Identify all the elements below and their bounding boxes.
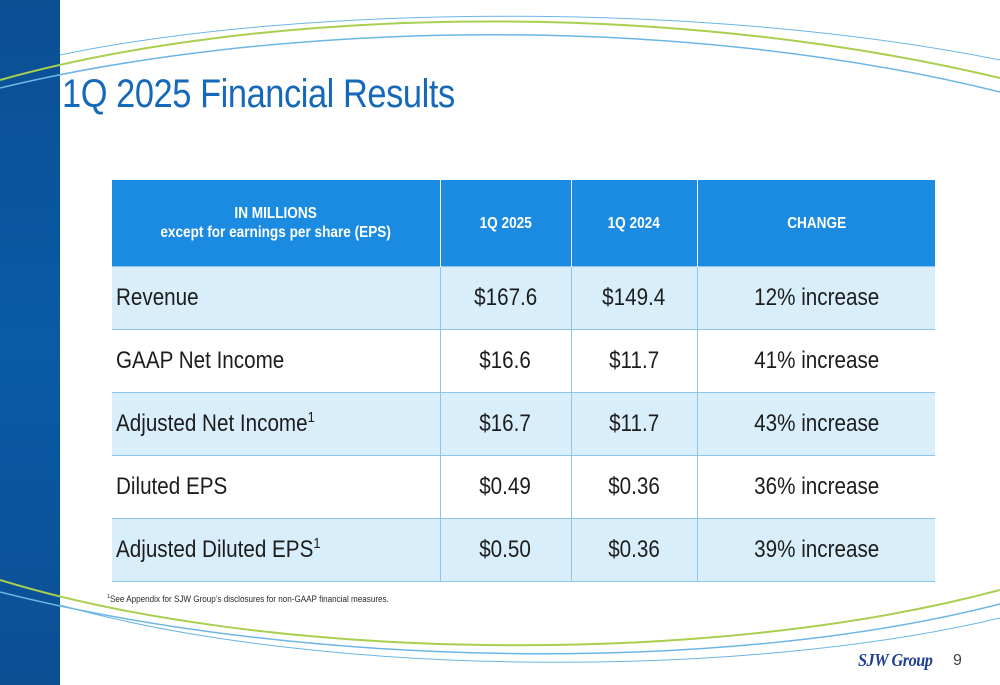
financial-results-table: IN MILLIONS except for earnings per shar… bbox=[112, 180, 935, 582]
table-row: Adjusted Net Income1 $16.7 $11.7 43% inc… bbox=[112, 392, 935, 456]
table-header-row: IN MILLIONS except for earnings per shar… bbox=[112, 180, 935, 267]
table-row: Diluted EPS $0.49 $0.36 36% increase bbox=[112, 455, 935, 519]
header-1q2024: 1Q 2024 bbox=[571, 180, 698, 267]
value-change: 39% increase bbox=[697, 518, 935, 582]
header-units: IN MILLIONS except for earnings per shar… bbox=[112, 180, 441, 267]
value-change: 36% increase bbox=[697, 455, 935, 519]
value-1q2025: $0.50 bbox=[440, 518, 572, 582]
value-1q2025: $167.6 bbox=[440, 266, 572, 330]
row-label: Diluted EPS bbox=[112, 455, 441, 519]
value-1q2024: $0.36 bbox=[571, 518, 698, 582]
row-label: Revenue bbox=[112, 266, 441, 330]
value-1q2025: $16.7 bbox=[440, 392, 572, 456]
header-units-line2: except for earnings per share (EPS) bbox=[160, 224, 392, 241]
row-label: GAAP Net Income bbox=[112, 329, 441, 393]
value-1q2025: $0.49 bbox=[440, 455, 572, 519]
left-accent-bar bbox=[0, 0, 60, 685]
page-number: 9 bbox=[953, 652, 962, 669]
footnote: 1See Appendix for SJW Group’s disclosure… bbox=[107, 594, 389, 604]
value-change: 43% increase bbox=[697, 392, 935, 456]
header-change: CHANGE bbox=[697, 180, 935, 267]
value-1q2024: $149.4 bbox=[571, 266, 698, 330]
table-row: Revenue $167.6 $149.4 12% increase bbox=[112, 266, 935, 330]
header-units-line1: IN MILLIONS bbox=[234, 205, 317, 222]
footnote-marker: 1 bbox=[107, 594, 111, 600]
footnote-text: See Appendix for SJW Group’s disclosures… bbox=[110, 594, 389, 604]
header-1q2025: 1Q 2025 bbox=[440, 180, 572, 267]
row-label: Adjusted Net Income1 bbox=[112, 392, 441, 456]
table-row: GAAP Net Income $16.6 $11.7 41% increase bbox=[112, 329, 935, 393]
value-1q2025: $16.6 bbox=[440, 329, 572, 393]
value-change: 12% increase bbox=[697, 266, 935, 330]
slide-title: 1Q 2025 Financial Results bbox=[62, 72, 455, 116]
value-1q2024: $11.7 bbox=[571, 329, 698, 393]
value-1q2024: $11.7 bbox=[571, 392, 698, 456]
row-label: Adjusted Diluted EPS1 bbox=[112, 518, 441, 582]
table-row: Adjusted Diluted EPS1 $0.50 $0.36 39% in… bbox=[112, 518, 935, 582]
value-change: 41% increase bbox=[697, 329, 935, 393]
sjw-group-logo: SJW Group bbox=[858, 650, 933, 670]
value-1q2024: $0.36 bbox=[571, 455, 698, 519]
